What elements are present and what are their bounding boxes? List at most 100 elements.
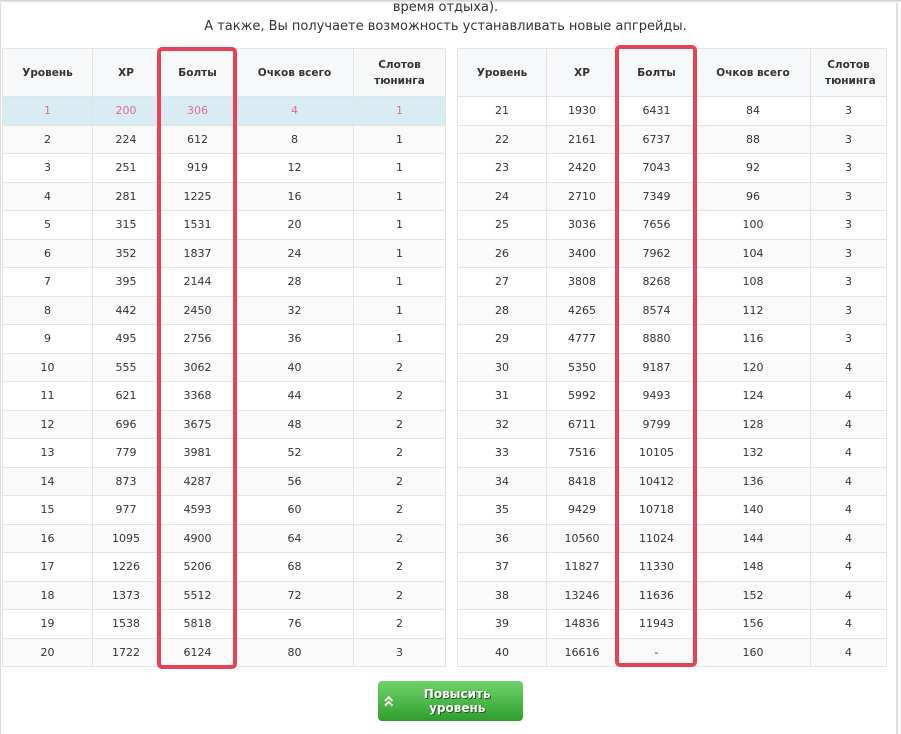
- table-row: 7 395 2144 28 1: [2, 267, 446, 297]
- intro-line-1: время отдыха).: [392, 0, 499, 15]
- header-points: Очков всего: [235, 48, 354, 97]
- cell-bolts: 3675: [159, 409, 236, 439]
- cell-slots: 2: [353, 352, 446, 382]
- cell-level: 5: [2, 210, 93, 240]
- cell-points: 80: [235, 637, 354, 667]
- table-row: 31 5992 9493 124 4: [457, 381, 887, 411]
- cell-slots: 2: [353, 495, 446, 525]
- cell-xp: 11827: [546, 552, 618, 582]
- cell-slots: 2: [353, 523, 446, 553]
- cell-xp: 7516: [546, 438, 618, 468]
- header-bolts: Болты: [159, 48, 236, 97]
- cell-xp: 873: [92, 466, 160, 496]
- cell-slots: 4: [810, 580, 887, 610]
- cell-points: 16: [235, 181, 354, 211]
- cell-level: 8: [2, 295, 93, 325]
- cell-slots: 3: [810, 210, 887, 240]
- cell-slots: 2: [353, 552, 446, 582]
- cell-xp: 281: [92, 181, 160, 211]
- cell-xp: 2161: [546, 124, 618, 154]
- cell-points: 8: [235, 124, 354, 154]
- cell-xp: 6711: [546, 409, 618, 439]
- level-up-button[interactable]: Повысить уровень: [378, 681, 523, 721]
- cell-slots: 4: [810, 409, 887, 439]
- cell-xp: 4265: [546, 295, 618, 325]
- cell-xp: 1930: [546, 96, 618, 126]
- cell-xp: 2710: [546, 181, 618, 211]
- cell-xp: 5350: [546, 352, 618, 382]
- cell-slots: 1: [353, 153, 446, 183]
- cell-points: 128: [695, 409, 811, 439]
- cell-level: 39: [457, 609, 547, 639]
- cell-slots: 1: [353, 295, 446, 325]
- cell-points: 160: [695, 637, 811, 667]
- cell-level: 15: [2, 495, 93, 525]
- cell-slots: 2: [353, 409, 446, 439]
- cell-level: 33: [457, 438, 547, 468]
- cell-slots: 1: [353, 96, 446, 126]
- table-row: 32 6711 9799 128 4: [457, 409, 887, 439]
- cell-xp: 3400: [546, 238, 618, 268]
- cell-points: 52: [235, 438, 354, 468]
- table-row: 15 977 4593 60 2: [2, 495, 446, 525]
- cell-slots: 4: [810, 438, 887, 468]
- cell-level: 11: [2, 381, 93, 411]
- cell-bolts: 9187: [617, 352, 696, 382]
- table-row: 19 1538 5818 76 2: [2, 609, 446, 639]
- header-row: Уровень XP Болты Очков всего Слотов тюнинга: [457, 48, 887, 97]
- cell-slots: 4: [810, 466, 887, 496]
- cell-level: 40: [457, 637, 547, 667]
- cell-xp: 1722: [92, 637, 160, 667]
- cell-bolts: 3062: [159, 352, 236, 382]
- cell-xp: 16616: [546, 637, 618, 667]
- cell-points: 40: [235, 352, 354, 382]
- cell-bolts: 11636: [617, 580, 696, 610]
- cell-slots: 2: [353, 580, 446, 610]
- cell-points: 60: [235, 495, 354, 525]
- header-level: Уровень: [457, 48, 547, 97]
- header-slots: Слотов тюнинга: [810, 48, 887, 97]
- cell-level: 13: [2, 438, 93, 468]
- cell-points: 64: [235, 523, 354, 553]
- cell-level: 2: [2, 124, 93, 154]
- cell-points: 24: [235, 238, 354, 268]
- cell-xp: 395: [92, 267, 160, 297]
- cell-points: 4: [235, 96, 354, 126]
- cell-xp: 3808: [546, 267, 618, 297]
- table-row: 38 13246 11636 152 4: [457, 580, 887, 610]
- cell-level: 25: [457, 210, 547, 240]
- cell-level: 17: [2, 552, 93, 582]
- cell-level: 31: [457, 381, 547, 411]
- cell-level: 7: [2, 267, 93, 297]
- table-row: 25 3036 7656 100 3: [457, 210, 887, 240]
- cell-xp: 14836: [546, 609, 618, 639]
- table-row: 14 873 4287 56 2: [2, 466, 446, 496]
- cell-slots: 3: [810, 295, 887, 325]
- cell-level: 36: [457, 523, 547, 553]
- cell-bolts: 8574: [617, 295, 696, 325]
- cell-bolts: 2450: [159, 295, 236, 325]
- cell-level: 10: [2, 352, 93, 382]
- cell-points: 144: [695, 523, 811, 553]
- cell-bolts: 7656: [617, 210, 696, 240]
- cell-slots: 1: [353, 181, 446, 211]
- cell-xp: 977: [92, 495, 160, 525]
- cell-points: 148: [695, 552, 811, 582]
- table-row: 17 1226 5206 68 2: [2, 552, 446, 582]
- cell-xp: 1226: [92, 552, 160, 582]
- cell-slots: 2: [353, 609, 446, 639]
- cell-slots: 3: [810, 238, 887, 268]
- cell-bolts: 4900: [159, 523, 236, 553]
- cell-points: 36: [235, 324, 354, 354]
- cell-bolts: 8268: [617, 267, 696, 297]
- cell-xp: 555: [92, 352, 160, 382]
- table-row: 35 9429 10718 140 4: [457, 495, 887, 525]
- cell-points: 48: [235, 409, 354, 439]
- cell-xp: 2420: [546, 153, 618, 183]
- cell-points: 104: [695, 238, 811, 268]
- cell-xp: 5992: [546, 381, 618, 411]
- cell-slots: 4: [810, 381, 887, 411]
- cell-bolts: 5512: [159, 580, 236, 610]
- cell-level: 32: [457, 409, 547, 439]
- cell-level: 24: [457, 181, 547, 211]
